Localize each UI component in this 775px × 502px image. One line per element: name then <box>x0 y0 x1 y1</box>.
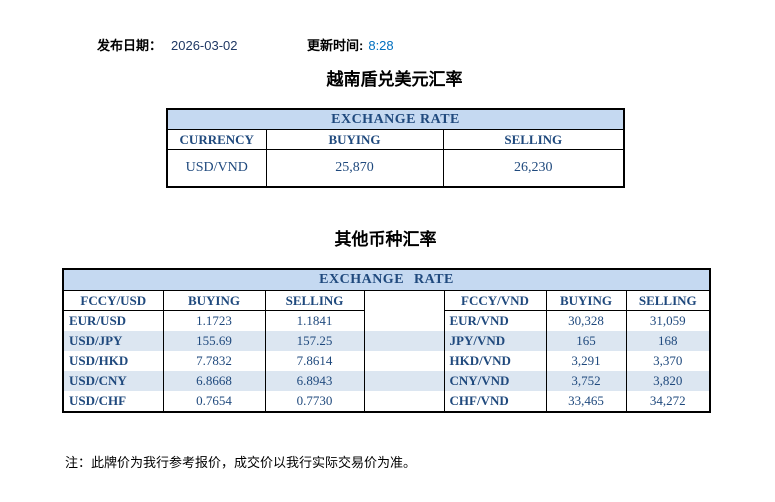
col-header-selling: SELLING <box>442 129 625 150</box>
publish-date-value: 2026-03-02 <box>171 38 238 53</box>
table2-banner: EXCHANGE RATE <box>62 269 711 291</box>
spacer-cell <box>363 331 445 351</box>
buying-rate-cell: 30,328 <box>545 310 627 331</box>
currency-pair-cell: USD/JPY <box>62 331 164 351</box>
col-header-buying-right: BUYING <box>545 290 627 311</box>
currency-pair-cell: USD/HKD <box>62 351 164 371</box>
selling-rate-cell: 1.1841 <box>264 310 365 331</box>
col-header-selling-right: SELLING <box>625 290 711 311</box>
selling-rate-cell: 157.25 <box>264 331 365 351</box>
buying-rate-cell: 6.8668 <box>162 371 266 391</box>
currency-pair-cell: USD/VND <box>166 149 267 188</box>
currency-pair-cell: EUR/USD <box>62 310 164 331</box>
spacer-cell <box>363 371 445 391</box>
table-banner-row: EXCHANGE RATE <box>166 108 625 130</box>
spacer-cell <box>363 351 445 371</box>
update-time-row: 更新时间: 8:28 <box>307 35 394 54</box>
buying-rate-cell: 155.69 <box>162 331 266 351</box>
table-row: EUR/USD 1.1723 1.1841 EUR/VND 30,328 31,… <box>62 310 711 331</box>
buying-rate-cell: 165 <box>545 331 627 351</box>
col-header-buying: BUYING <box>265 129 444 150</box>
other-rates-table: EXCHANGE RATE FCCY/USD BUYING SELLING FC… <box>62 268 712 413</box>
spacer-cell <box>363 391 445 412</box>
table-row: USD/HKD 7.7832 7.8614 HKD/VND 3,291 3,37… <box>62 351 711 371</box>
currency-pair-cell: USD/CNY <box>62 371 164 391</box>
selling-rate-cell: 7.8614 <box>264 351 365 371</box>
table-row: USD/JPY 155.69 157.25 JPY/VND 165 168 <box>62 331 711 351</box>
spacer-cell <box>363 290 445 311</box>
col-header-fccy-usd: FCCY/USD <box>62 290 164 311</box>
publish-date-row: 发布日期： 2026-03-02 <box>97 35 238 54</box>
spacer-cell <box>363 310 445 331</box>
selling-rate-cell: 3,370 <box>625 351 711 371</box>
col-header-fccy-vnd: FCCY/VND <box>443 290 547 311</box>
currency-pair-cell: CNY/VND <box>443 371 547 391</box>
currency-pair-cell: HKD/VND <box>443 351 547 371</box>
currency-pair-cell: USD/CHF <box>62 391 164 412</box>
disclaimer-note: 注：此牌价为我行参考报价，成交价以我行实际交易价为准。 <box>65 455 417 470</box>
usd-vnd-section-title: 越南盾兑美元汇率 <box>326 70 463 89</box>
buying-rate-cell: 0.7654 <box>162 391 266 412</box>
other-rates-section-title: 其他币种汇率 <box>334 230 437 249</box>
buying-rate-cell: 33,465 <box>545 391 627 412</box>
selling-rate-cell: 3,820 <box>625 371 711 391</box>
buying-rate-cell: 3,752 <box>545 371 627 391</box>
usd-vnd-rate-table: EXCHANGE RATE CURRENCY BUYING SELLING US… <box>166 108 626 188</box>
buying-rate-cell: 3,291 <box>545 351 627 371</box>
currency-pair-cell: CHF/VND <box>443 391 547 412</box>
selling-rate-cell: 0.7730 <box>264 391 365 412</box>
selling-rate-cell: 6.8943 <box>264 371 365 391</box>
table-row: USD/CNY 6.8668 6.8943 CNY/VND 3,752 3,82… <box>62 371 711 391</box>
selling-rate-cell: 168 <box>625 331 711 351</box>
selling-rate-cell: 31,059 <box>625 310 711 331</box>
publish-date-label: 发布日期： <box>97 38 163 53</box>
selling-rate-cell: 34,272 <box>625 391 711 412</box>
col-header-currency: CURRENCY <box>166 129 267 150</box>
update-time-label: 更新时间: <box>307 38 364 53</box>
update-time-value: 8:28 <box>368 38 394 53</box>
buying-rate-cell: 1.1723 <box>162 310 266 331</box>
selling-rate-cell: 26,230 <box>442 149 625 188</box>
currency-pair-cell: JPY/VND <box>443 331 547 351</box>
currency-pair-cell: EUR/VND <box>443 310 547 331</box>
col-header-buying-left: BUYING <box>162 290 266 311</box>
table-banner-row: EXCHANGE RATE <box>62 269 711 291</box>
table-header-row: CURRENCY BUYING SELLING <box>166 129 625 150</box>
table1-banner: EXCHANGE RATE <box>166 108 625 130</box>
buying-rate-cell: 25,870 <box>265 149 444 188</box>
buying-rate-cell: 7.7832 <box>162 351 266 371</box>
table-row: USD/CHF 0.7654 0.7730 CHF/VND 33,465 34,… <box>62 391 711 412</box>
table-row: USD/VND 25,870 26,230 <box>166 149 625 188</box>
table-header-row: FCCY/USD BUYING SELLING FCCY/VND BUYING … <box>62 290 711 311</box>
col-header-selling-left: SELLING <box>264 290 365 311</box>
